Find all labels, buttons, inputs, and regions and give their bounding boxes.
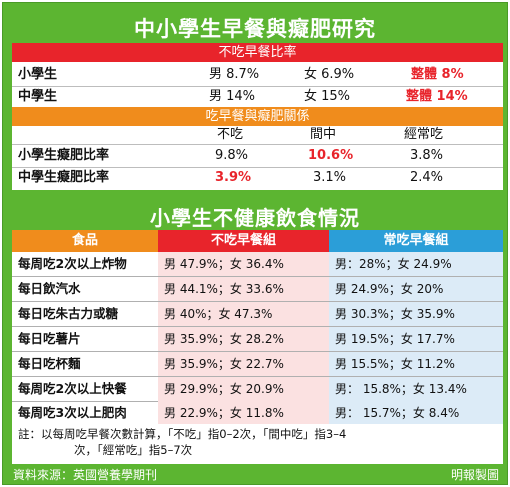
diet-table: 食品 不吃早餐組 常吃早餐組 每周吃2次以上炸物 男 47.9%；女 36.4%…: [12, 230, 503, 425]
eat-value: 男：28%；女 24.9%: [329, 252, 503, 276]
skip-value: 男 44.1%；女 33.6%: [158, 277, 329, 301]
food-label: 每日吃朱古力或糖: [18, 306, 119, 321]
eat-value: 男： 15.7%；女 8.4%: [329, 401, 503, 425]
skip-value: 男 29.9%；女 20.9%: [158, 377, 329, 401]
skip-value: 男 40%；女 47.3%: [158, 302, 329, 326]
skip-value: 男 22.9%；女 11.8%: [158, 401, 329, 425]
row-divider: [12, 326, 503, 327]
source-credit: 資料來源：英國營養學期刊: [13, 468, 158, 482]
skip-value: 男 35.9%；女 22.7%: [158, 352, 329, 376]
skip-value: 男 47.9%；女 36.4%: [158, 252, 329, 276]
row-label: 小學生癡肥比率: [18, 148, 110, 163]
footnote: 註：以每周吃早餐次數計算，「不吃」指0–2次，「間中吃」指3–4 次，「經常吃」…: [12, 424, 503, 464]
header-food: 食品: [12, 230, 158, 252]
food-label: 每周吃3次以上肥肉: [18, 405, 127, 420]
table-row: 每周吃3次以上肥肉 男 22.9%；女 11.8% 男： 15.7%；女 8.4…: [12, 401, 503, 425]
header-sometimes: 間中: [310, 127, 337, 142]
footnote-line: 次，「經常吃」指5–7次: [74, 443, 193, 457]
female-rate: 女 6.9%: [304, 67, 355, 82]
food-label: 每日吃杯麵: [18, 356, 81, 371]
obesity-row-secondary: 中學生癡肥比率 3.9% 3.1% 2.4%: [12, 167, 503, 189]
male-rate: 男 14%: [209, 89, 256, 104]
food-label: 每日飲汽水: [18, 281, 81, 296]
header-eat-breakfast: 常吃早餐組: [329, 230, 503, 252]
value-sometimes: 10.6%: [308, 148, 354, 163]
skip-rate-band: 不吃早餐比率: [12, 43, 503, 62]
footer: 資料來源：英國營養學期刊 明報製圖: [9, 466, 505, 484]
footnote-line: 註：以每周吃早餐次數計算，「不吃」指0–2次，「間中吃」指3–4: [18, 427, 347, 441]
overall-rate: 整體 8%: [411, 67, 464, 82]
value-often: 2.4%: [410, 170, 444, 185]
value-sometimes: 3.1%: [313, 170, 347, 185]
skip-value: 男 35.9%；女 28.2%: [158, 327, 329, 351]
food-label: 每周吃2次以上快餐: [18, 381, 127, 396]
table-row: 每周吃2次以上快餐 男 29.9%；女 20.9% 男： 15.8%；女 13.…: [12, 377, 503, 401]
food-label: 每周吃2次以上炸物: [18, 256, 127, 271]
header-often: 經常吃: [404, 127, 444, 142]
header-never: 不吃: [217, 127, 244, 142]
value-never: 3.9%: [215, 170, 252, 185]
header-skip-breakfast: 不吃早餐組: [158, 230, 329, 252]
table-row: 每日飲汽水 男 44.1%；女 33.6% 男 24.9%；女 20%: [12, 277, 503, 301]
table-row: 每日吃杯麵 男 35.9%；女 22.7% 男 15.5%；女 11.2%: [12, 352, 503, 376]
eat-value: 男 24.9%；女 20%: [329, 277, 503, 301]
skip-row-primary: 小學生 男 8.7% 女 6.9% 整體 8%: [12, 64, 503, 86]
divider: [12, 144, 503, 145]
row-label: 中學生: [18, 89, 58, 104]
divider: [12, 167, 503, 168]
food-label: 每日吃薯片: [18, 331, 81, 346]
main-title: 中小學生早餐與癡肥研究: [134, 17, 376, 41]
male-rate: 男 8.7%: [209, 67, 260, 82]
eat-value: 男 19.5%；女 17.7%: [329, 327, 503, 351]
row-label: 中學生癡肥比率: [18, 170, 110, 185]
eat-value: 男 15.5%；女 11.2%: [329, 352, 503, 376]
row-divider: [12, 351, 503, 352]
obesity-relation-band: 吃早餐與癡肥關係: [12, 107, 503, 126]
obesity-row-primary: 小學生癡肥比率 9.8% 10.6% 3.8%: [12, 145, 503, 167]
row-divider: [12, 376, 503, 377]
eat-value: 男 30.3%；女 35.9%: [329, 302, 503, 326]
breakfast-panel: 不吃早餐比率 小學生 男 8.7% 女 6.9% 整體 8% 中學生 男 14%…: [12, 43, 503, 190]
female-rate: 女 15%: [304, 89, 351, 104]
eat-value: 男： 15.8%；女 13.4%: [329, 377, 503, 401]
row-label: 小學生: [18, 67, 58, 82]
divider: [12, 86, 503, 87]
frequency-header-row: 不吃 間中 經常吃: [12, 126, 503, 144]
row-divider: [12, 276, 503, 277]
value-often: 3.8%: [410, 148, 444, 163]
row-divider: [12, 301, 503, 302]
overall-rate: 整體 14%: [406, 89, 468, 104]
table-row: 每日吃朱古力或糖 男 40%；女 47.3% 男 30.3%；女 35.9%: [12, 302, 503, 326]
value-never: 9.8%: [215, 148, 249, 163]
publisher-credit: 明報製圖: [450, 468, 499, 482]
table-row: 每日吃薯片 男 35.9%；女 28.2% 男 19.5%；女 17.7%: [12, 327, 503, 351]
diet-title: 小學生不健康飲食情況: [150, 206, 360, 230]
skip-row-secondary: 中學生 男 14% 女 15% 整體 14%: [12, 86, 503, 108]
table-row: 每周吃2次以上炸物 男 47.9%；女 36.4% 男：28%；女 24.9%: [12, 252, 503, 276]
